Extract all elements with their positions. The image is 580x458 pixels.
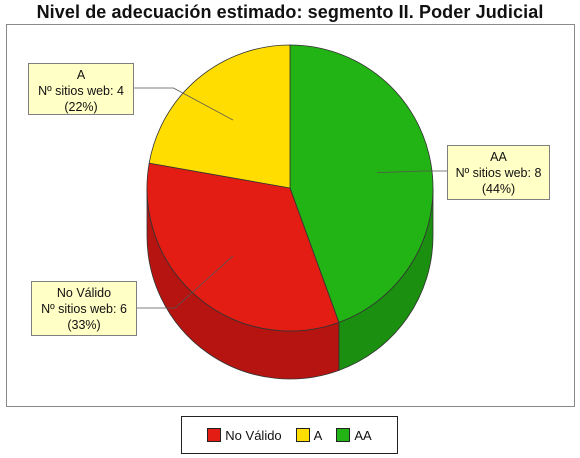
callout-a-count: Nº sitios web: 4 bbox=[38, 84, 124, 98]
pie-top-faces bbox=[146, 44, 434, 332]
callout-aa-label: AA bbox=[490, 150, 507, 164]
legend-swatch-aa bbox=[336, 428, 351, 442]
pie-slice-no-valido bbox=[146, 162, 340, 332]
leader-lines bbox=[134, 87, 447, 309]
legend-label-no-valido: No Válido bbox=[225, 427, 282, 443]
callout-no-valido-label: No Válido bbox=[56, 286, 112, 300]
callout-a-label: A bbox=[76, 68, 86, 82]
legend-label-a: A bbox=[313, 427, 323, 443]
pie-slice-a bbox=[148, 44, 291, 189]
legend-item-a: A bbox=[295, 427, 323, 443]
chart-title: Nivel de adecuación estimado: segmento I… bbox=[36, 2, 544, 22]
callout-no-valido: No Válido Nº sitios web: 6 (33%) bbox=[31, 281, 137, 336]
legend-swatch-a bbox=[295, 428, 310, 442]
callout-a: A Nº sitios web: 4 (22%) bbox=[28, 63, 134, 115]
plot-area bbox=[6, 24, 575, 407]
leader-line-a bbox=[134, 87, 234, 121]
leader-line-no-valido bbox=[137, 255, 234, 309]
callout-aa: AA Nº sitios web: 8 (44%) bbox=[447, 145, 550, 200]
callout-aa-percent: (44%) bbox=[481, 182, 516, 196]
legend: No Válido A AA bbox=[181, 416, 398, 454]
callout-no-valido-percent: (33%) bbox=[67, 318, 101, 332]
callout-a-percent: (22%) bbox=[64, 100, 98, 114]
legend-item-aa: AA bbox=[336, 427, 372, 443]
callout-no-valido-count: Nº sitios web: 6 bbox=[41, 302, 127, 316]
legend-item-no-valido: No Válido bbox=[207, 427, 282, 443]
legend-label-aa: AA bbox=[354, 427, 372, 443]
pie-slice-aa bbox=[289, 44, 434, 323]
leader-line-aa bbox=[377, 170, 447, 174]
callout-aa-count: Nº sitios web: 8 bbox=[455, 166, 542, 180]
legend-swatch-no-valido bbox=[207, 428, 222, 442]
